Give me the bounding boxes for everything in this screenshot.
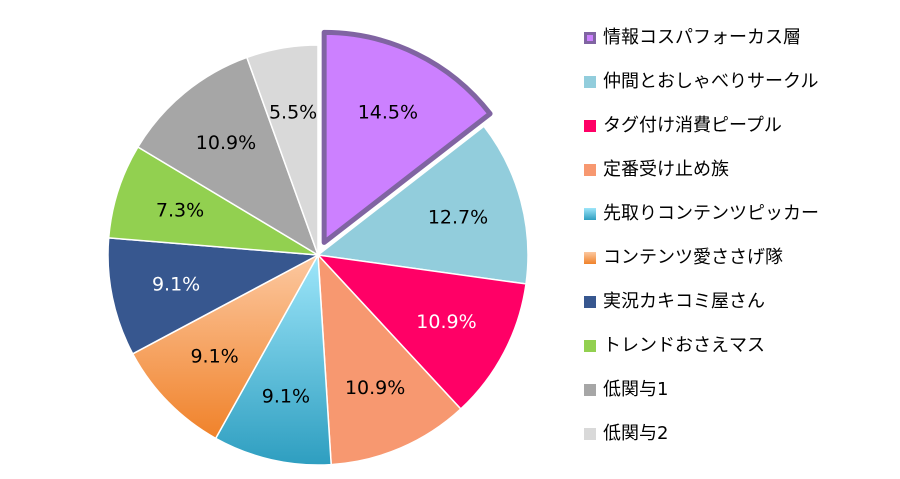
slice-label-4: 10.9%	[345, 377, 405, 399]
pie-chart: 14.5% 12.7% 10.9% 10.9% 9.1% 9.1% 9.1% 7.3% 10.9…	[107, 29, 529, 466]
chart-legend: 情報コスパフォーカス層 仲間とおしゃべりサークル タグ付け消費ピープル 定番受け止め族…	[584, 24, 900, 464]
legend-label-2: 仲間とおしゃべりサークル	[603, 71, 819, 92]
slice-label-8: 7.3%	[156, 200, 204, 222]
slice-7	[107, 237, 321, 355]
slice-label-9: 10.9%	[196, 132, 256, 154]
legend-item-1: 情報コスパフォーカス層	[584, 24, 900, 68]
legend-swatch-2	[584, 76, 596, 88]
slice-label-3: 10.9%	[416, 311, 476, 333]
slice-2	[316, 125, 529, 285]
legend-label-3: タグ付け消費ピープル	[603, 115, 782, 136]
legend-swatch-7	[584, 296, 596, 308]
legend-swatch-4	[584, 164, 596, 176]
slice-3	[316, 253, 527, 411]
slice-label-1: 14.5%	[358, 101, 418, 123]
legend-label-9: 低関与1	[603, 379, 669, 400]
legend-item-7: 実況カキコミ屋さん	[584, 288, 900, 332]
slice-label-7: 9.1%	[152, 273, 200, 295]
slice-5	[214, 252, 332, 466]
legend-swatch-3	[584, 120, 596, 132]
legend-item-8: トレンドおさえマス	[584, 332, 900, 376]
slice-6	[131, 253, 320, 440]
legend-item-2: 仲間とおしゃべりサークル	[584, 68, 900, 112]
legend-label-5: 先取りコンテンツピッカー	[603, 203, 819, 224]
slice-label-5: 9.1%	[262, 385, 310, 407]
legend-label-1: 情報コスパフォーカス層	[603, 27, 801, 48]
legend-swatch-1	[584, 32, 596, 44]
legend-label-7: 実況カキコミ屋さん	[603, 291, 765, 312]
legend-label-10: 低関与2	[603, 423, 669, 444]
legend-item-4: 定番受け止め族	[584, 156, 900, 200]
slice-label-2: 12.7%	[428, 207, 488, 229]
legend-label-4: 定番受け止め族	[603, 159, 729, 180]
slice-4	[317, 252, 462, 466]
legend-swatch-8	[584, 340, 596, 352]
slice-9	[136, 56, 320, 257]
legend-label-6: コンテンツ愛ささげ隊	[603, 247, 783, 268]
legend-swatch-10	[584, 428, 596, 440]
slice-1	[321, 29, 493, 245]
slice-10	[245, 44, 319, 256]
legend-label-8: トレンドおさえマス	[603, 335, 765, 356]
legend-item-3: タグ付け消費ピープル	[584, 112, 900, 156]
legend-swatch-9	[584, 384, 596, 396]
legend-swatch-5	[584, 208, 596, 220]
legend-swatch-6	[584, 252, 596, 264]
slice-label-6: 9.1%	[190, 345, 238, 367]
slice-label-10: 5.5%	[269, 101, 317, 123]
legend-item-9: 低関与1	[584, 376, 900, 420]
legend-item-6: コンテンツ愛ささげ隊	[584, 244, 900, 288]
legend-item-10: 低関与2	[584, 420, 900, 464]
legend-item-5: 先取りコンテンツピッカー	[584, 200, 900, 244]
